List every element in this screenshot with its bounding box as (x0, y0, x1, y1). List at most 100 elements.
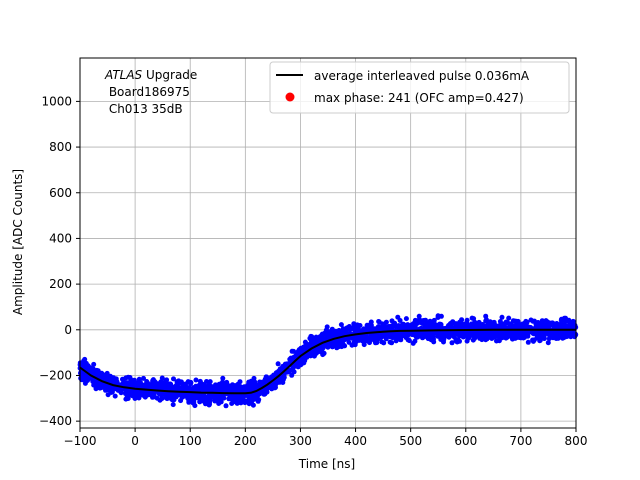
average-pulse-line (79, 328, 576, 395)
sample-point (272, 385, 278, 391)
sample-point (428, 332, 434, 338)
sample-point (238, 384, 244, 390)
sample-point (365, 326, 371, 332)
y-tick-label: 400 (49, 231, 72, 245)
sample-point (373, 340, 378, 346)
sample-point (567, 321, 573, 327)
legend-label-max-phase: max phase: 241 (OFC amp=0.427) (314, 91, 524, 105)
sample-point (322, 331, 328, 337)
sample-point (224, 379, 230, 385)
sample-point (483, 331, 489, 337)
sample-point (141, 375, 146, 381)
sample-point (182, 387, 188, 393)
x-tick-label: 800 (565, 434, 588, 448)
sample-point (272, 379, 278, 385)
y-tick-label: −400 (39, 414, 72, 428)
sample-point (242, 386, 248, 392)
sample-point (256, 391, 262, 397)
legend: average interleaved pulse 0.036mA max ph… (269, 61, 570, 114)
sample-point (449, 333, 455, 338)
sample-point (539, 318, 545, 324)
sample-point (330, 332, 336, 338)
sample-point (159, 375, 165, 381)
sample-point (136, 394, 142, 400)
sample-point (403, 316, 409, 322)
sample-point (229, 393, 235, 399)
axes (79, 57, 577, 429)
svg-text:ATLAS Upgrade: ATLAS Upgrade (104, 68, 197, 82)
sample-point (483, 313, 489, 319)
sample-point (246, 379, 252, 385)
sample-point (89, 367, 95, 373)
sample-point (257, 379, 263, 385)
sample-point (204, 385, 210, 390)
annotation-upgrade: Upgrade (142, 68, 197, 82)
sample-point (423, 317, 428, 323)
sample-point (400, 333, 406, 339)
sample-point (162, 381, 168, 387)
sample-point (525, 339, 531, 345)
x-tick-label: 300 (289, 434, 312, 448)
sample-point (123, 390, 129, 396)
sample-point (326, 329, 332, 335)
y-tick-label: 600 (49, 186, 72, 200)
sample-point (430, 324, 436, 330)
sample-point (396, 323, 402, 329)
sample-point (208, 394, 214, 400)
sample-point (99, 383, 105, 388)
x-tick-label: 700 (509, 434, 532, 448)
sample-point (376, 319, 382, 325)
sample-point (476, 325, 482, 331)
sample-point (354, 335, 360, 341)
sample-point (569, 330, 575, 336)
x-tick-label: 200 (234, 434, 257, 448)
sample-point (499, 314, 505, 320)
sample-point (188, 380, 194, 386)
sample-point (515, 318, 521, 324)
sample-point (383, 319, 389, 325)
sample-point (188, 393, 194, 399)
sample-point (164, 396, 170, 402)
sample-point (252, 379, 258, 385)
x-tick-label: 600 (454, 434, 477, 448)
sample-point (508, 330, 514, 336)
sample-point (181, 382, 187, 388)
annotation-atlas: ATLAS (104, 68, 143, 82)
sample-point (450, 319, 456, 325)
sample-point (251, 396, 257, 402)
sample-point (193, 377, 199, 383)
sample-point (102, 374, 108, 380)
sample-point (82, 356, 88, 362)
sample-point (471, 316, 477, 322)
y-tick-label: 200 (49, 277, 72, 291)
x-tick-label: 500 (399, 434, 422, 448)
sample-point (221, 395, 227, 401)
sample-point (346, 339, 352, 345)
sample-point (329, 344, 335, 350)
sample-point (499, 333, 505, 339)
sample-point (343, 329, 349, 335)
y-axis-label: Amplitude [ADC Counts] (11, 169, 25, 315)
sample-point (246, 397, 252, 402)
sample-point (520, 335, 526, 341)
sample-point (321, 350, 327, 356)
sample-point (476, 332, 482, 338)
sample-point (460, 334, 466, 340)
sample-point (483, 337, 489, 343)
sample-point (317, 334, 323, 340)
y-tick-label: 1000 (41, 94, 72, 108)
sample-point (424, 331, 430, 337)
sample-point (340, 337, 346, 343)
x-axis-label: Time [ns] (298, 457, 355, 471)
sample-point (465, 330, 471, 336)
sample-point (247, 387, 253, 393)
sample-points (77, 313, 579, 409)
sample-point (418, 318, 423, 323)
sample-point (132, 393, 138, 399)
sample-point (96, 380, 102, 386)
sample-point (308, 333, 314, 339)
x-axis-ticks: −100 0 100 200 300 400 500 600 700 800 (64, 428, 588, 448)
sample-point (545, 340, 551, 346)
sample-point (169, 384, 175, 390)
sample-point (112, 393, 118, 399)
